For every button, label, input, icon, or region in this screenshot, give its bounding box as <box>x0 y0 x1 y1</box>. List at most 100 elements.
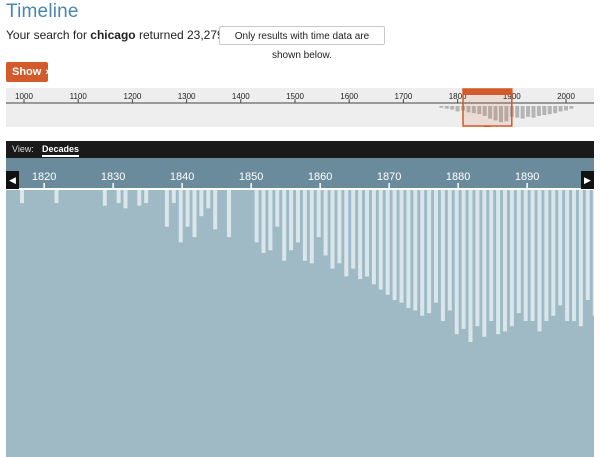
detail-bar[interactable] <box>399 190 404 303</box>
detail-bar[interactable] <box>296 190 300 243</box>
detail-bar[interactable] <box>178 190 183 243</box>
overview-bar <box>515 106 520 118</box>
detail-bar[interactable] <box>530 190 535 321</box>
detail-bar[interactable] <box>551 190 556 316</box>
overview-bar <box>520 106 525 119</box>
detail-bar[interactable] <box>503 190 507 332</box>
detail-bar[interactable] <box>578 190 583 327</box>
detail-bar[interactable] <box>544 190 549 321</box>
detail-bar[interactable] <box>509 190 514 327</box>
detail-bar[interactable] <box>268 190 273 251</box>
overview-tick-label: 1200 <box>124 92 142 101</box>
tab-decades[interactable]: Decades <box>42 144 80 157</box>
overview-bar <box>564 106 568 111</box>
detail-bar[interactable] <box>309 190 314 264</box>
show-button[interactable]: Show › <box>6 62 49 82</box>
detail-bar[interactable] <box>316 190 321 238</box>
detail-bar[interactable] <box>392 190 397 301</box>
overview-bar <box>444 106 449 109</box>
detail-bar[interactable] <box>413 190 418 311</box>
detail-bar[interactable] <box>123 190 128 209</box>
overview-bar <box>569 106 574 109</box>
detail-bar[interactable] <box>116 190 121 204</box>
detail-bar[interactable] <box>565 190 570 321</box>
detail-bar[interactable] <box>585 190 590 301</box>
detail-bar[interactable] <box>206 190 211 209</box>
detail-bar[interactable] <box>427 190 432 314</box>
overview-bar <box>498 106 503 123</box>
detail-bar[interactable] <box>213 190 218 230</box>
detail-bar[interactable] <box>254 190 259 243</box>
overview-bar <box>526 106 531 117</box>
detail-bar[interactable] <box>261 190 266 253</box>
detail-bar[interactable] <box>164 190 169 227</box>
detail-bar[interactable] <box>199 190 204 217</box>
detail-bar[interactable] <box>447 190 452 311</box>
detail-bar[interactable] <box>330 190 335 269</box>
overview-tick-label: 1500 <box>286 92 304 101</box>
detail-bar[interactable] <box>358 190 363 280</box>
detail-bar[interactable] <box>323 190 328 256</box>
detail-tick-label: 1880 <box>446 171 470 183</box>
overview-tick-label: 1700 <box>395 92 413 101</box>
summary-prefix: Your search for <box>6 28 91 42</box>
detail-bar[interactable] <box>185 190 190 227</box>
detail-bar[interactable] <box>420 190 425 316</box>
detail-bar[interactable] <box>558 190 563 306</box>
detail-bar[interactable] <box>523 190 528 321</box>
detail-bar[interactable] <box>592 190 594 316</box>
detail-bar[interactable] <box>227 190 231 238</box>
detail-bar[interactable] <box>482 190 487 337</box>
overview-chart[interactable]: 1000110012001300140015001600170018001900… <box>6 88 594 127</box>
overview-tick-label: 1000 <box>15 92 33 101</box>
detail-bar[interactable] <box>144 190 149 204</box>
overview-bar <box>531 106 536 118</box>
detail-bar[interactable] <box>344 190 349 277</box>
detail-bar[interactable] <box>371 190 376 285</box>
detail-bar[interactable] <box>282 190 287 261</box>
detail-bar[interactable] <box>489 190 494 321</box>
detail-bar[interactable] <box>289 190 294 251</box>
overview-selection-handle[interactable] <box>463 89 512 95</box>
detail-bar[interactable] <box>385 190 390 295</box>
detail-bar[interactable] <box>20 190 24 204</box>
overview-bar <box>558 106 563 112</box>
detail-bar[interactable] <box>496 190 501 335</box>
detail-bar[interactable] <box>171 190 176 204</box>
detail-bar[interactable] <box>365 190 369 277</box>
detail-bar[interactable] <box>192 190 197 238</box>
previous-arrow-icon[interactable]: ◀ <box>6 171 19 189</box>
detail-chart[interactable]: 1820183018401850186018701880189019 <box>6 158 594 457</box>
detail-tick-label: 1860 <box>308 171 332 183</box>
overview-bar <box>466 106 471 113</box>
overview-tick-label: 1400 <box>232 92 250 101</box>
overview-bar <box>471 106 476 114</box>
overview-tick-label: 1100 <box>70 92 88 101</box>
search-query: chicago <box>90 28 136 42</box>
overview-bar <box>450 106 455 110</box>
detail-bar[interactable] <box>54 190 59 204</box>
detail-bar[interactable] <box>337 190 342 264</box>
detail-bar[interactable] <box>572 190 576 321</box>
detail-timeline[interactable]: 1820183018401850186018701880189019 ◀ ▶ <box>6 158 594 457</box>
detail-bar[interactable] <box>516 190 521 314</box>
next-arrow-icon[interactable]: ▶ <box>581 171 594 189</box>
detail-bar[interactable] <box>454 190 459 335</box>
detail-bar[interactable] <box>102 190 107 206</box>
detail-bar[interactable] <box>537 190 542 332</box>
detail-bar[interactable] <box>378 190 383 290</box>
detail-bar[interactable] <box>275 190 280 227</box>
detail-bar[interactable] <box>434 190 438 303</box>
detail-bar[interactable] <box>461 190 466 329</box>
overview-bar <box>482 106 487 116</box>
detail-bar[interactable] <box>406 190 411 308</box>
detail-bar[interactable] <box>475 190 480 327</box>
detail-bar[interactable] <box>351 190 356 269</box>
overview-selection-pointer <box>483 126 492 127</box>
detail-bar[interactable] <box>137 190 142 206</box>
overview-timeline[interactable]: 1000110012001300140015001600170018001900… <box>6 88 594 127</box>
detail-bar[interactable] <box>302 190 307 261</box>
detail-bar[interactable] <box>468 190 473 342</box>
detail-bar[interactable] <box>440 190 445 321</box>
show-button-label: Show <box>12 66 42 78</box>
